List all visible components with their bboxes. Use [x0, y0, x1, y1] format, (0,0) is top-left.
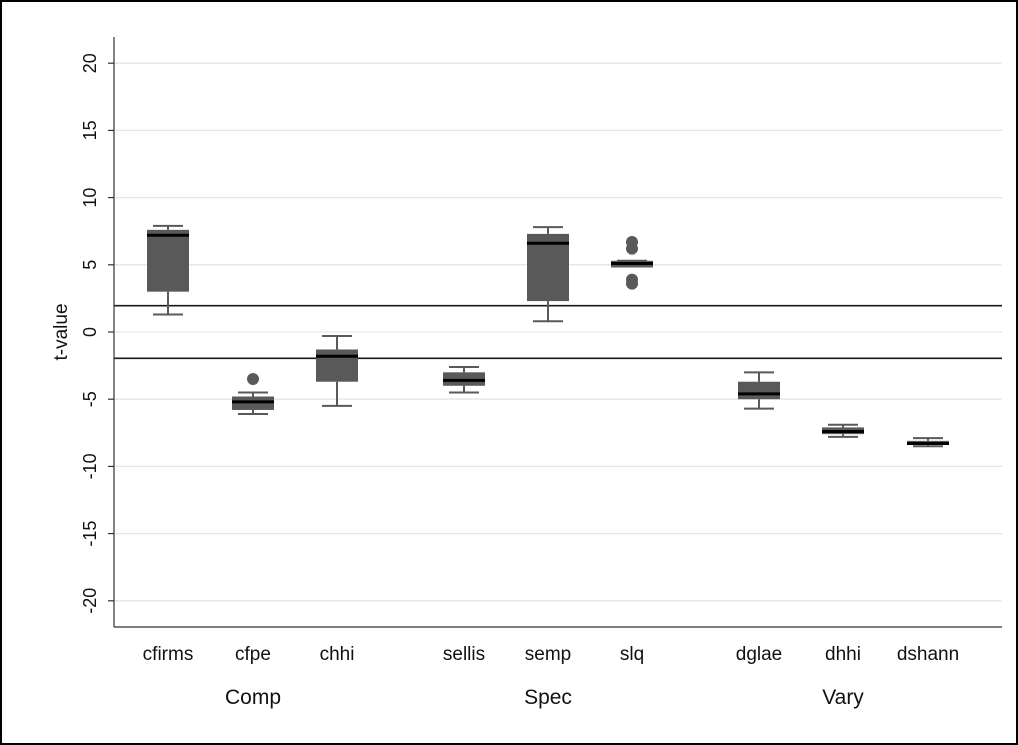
x-tick-label-dshann: dshann [897, 644, 959, 665]
x-tick-label-cfirms: cfirms [143, 644, 194, 665]
y-tick-label: 0 [80, 327, 100, 337]
x-tick-label-cfpe: cfpe [235, 644, 271, 665]
box-iqr [527, 233, 569, 302]
y-tick-label: 5 [80, 260, 100, 270]
group-label-spec: Spec [524, 686, 572, 709]
x-labels: cfirms cfpe chhi Comp sellis semp slq Spec dglae… [143, 644, 960, 709]
x-tick-label-slq: slq [620, 644, 644, 665]
box-dshann [907, 437, 949, 448]
y-tick-label: -20 [80, 588, 100, 614]
y-tick-label: -10 [80, 453, 100, 479]
y-tick-label: 10 [80, 188, 100, 208]
y-tick-label: -15 [80, 521, 100, 547]
y-axis-title: t-value [51, 303, 72, 360]
box-cfirms [147, 224, 189, 316]
box-iqr [738, 381, 780, 400]
outlier-point [626, 277, 638, 290]
x-tick-label-dglae: dglae [736, 644, 783, 665]
x-tick-label-semp: semp [525, 644, 571, 665]
box-iqr [147, 229, 189, 292]
y-tick-label: 15 [80, 120, 100, 140]
box-cfpe [232, 373, 274, 415]
y-tick-label: 20 [80, 53, 100, 73]
group-label-vary: Vary [822, 686, 864, 709]
x-tick-label-dhhi: dhhi [825, 644, 861, 665]
box-sellis [443, 365, 485, 394]
x-tick-label-chhi: chhi [320, 644, 355, 665]
x-tick-label-sellis: sellis [443, 644, 485, 665]
boxes [147, 224, 949, 448]
box-chhi [316, 335, 358, 407]
box-slq [611, 235, 653, 290]
group-label-comp: Comp [225, 686, 281, 709]
box-semp [527, 226, 569, 323]
y-ticks: 20 15 10 5 0 -5 -10 -15 -20 [80, 53, 114, 614]
box-dhhi [822, 423, 864, 438]
reference-lines [114, 304, 1002, 360]
box-dglae [738, 371, 780, 410]
outlier-point [247, 373, 259, 386]
box-iqr [316, 349, 358, 382]
outlier-point [626, 242, 638, 255]
y-tick-label: -5 [80, 391, 100, 407]
